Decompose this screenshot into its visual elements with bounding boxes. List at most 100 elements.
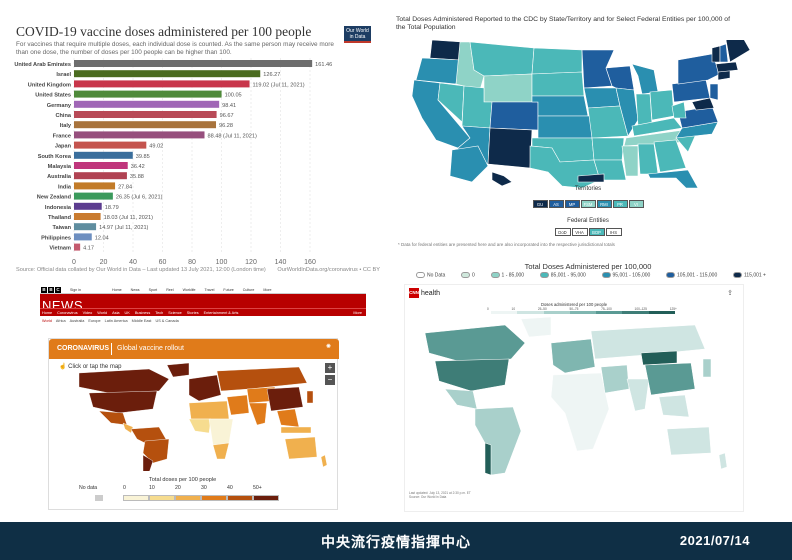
crumb-latin-america[interactable]: Latin America — [104, 319, 128, 323]
region-usa — [434, 358, 510, 392]
region-china — [266, 386, 304, 412]
bar[interactable] — [74, 131, 205, 139]
value-label: 18.79 — [105, 205, 119, 211]
topnav-future[interactable]: Future — [223, 288, 234, 292]
hand-pointer-icon: ☝ — [59, 364, 67, 370]
virus-icon: ✺ — [325, 344, 331, 350]
bar[interactable] — [74, 213, 101, 220]
territory-fsm[interactable]: FSM — [580, 200, 596, 208]
crumb-europe[interactable]: Europe — [88, 319, 101, 323]
subnav-coronavirus[interactable]: Coronavirus — [57, 311, 78, 315]
topnav-news[interactable]: News — [130, 288, 140, 292]
cdc-map-panel: Total Doses Administered Reported to the… — [392, 14, 784, 284]
territory-gu[interactable]: GU — [532, 200, 548, 208]
signin-link[interactable]: Sign in — [70, 288, 81, 292]
category-label: United Kingdom — [28, 82, 71, 88]
territory-rmi[interactable]: RMI — [596, 200, 612, 208]
territory-pr — [577, 173, 605, 183]
crumb-world[interactable]: World — [42, 319, 52, 323]
category-label: Taiwan — [52, 225, 71, 231]
territory-as[interactable]: AS — [548, 200, 564, 208]
category-label: Malaysia — [48, 164, 72, 170]
cdc-legend-title: Total Doses Administered per 100,000 — [524, 262, 652, 271]
subnav-science[interactable]: Science — [168, 311, 182, 315]
crumb-africa[interactable]: Africa — [55, 319, 66, 323]
state-ne — [531, 95, 589, 117]
subnav-business[interactable]: Business — [134, 311, 151, 315]
crumb-australia[interactable]: Australia — [69, 319, 85, 323]
topnav-home[interactable]: Home — [112, 288, 122, 292]
territories-row: GU AS MP FSM RMI PR VI — [392, 200, 784, 208]
bar[interactable] — [74, 182, 116, 190]
subnav-home[interactable]: Home — [42, 311, 53, 315]
bar[interactable] — [74, 172, 127, 180]
bar[interactable] — [74, 141, 147, 149]
subnav-asia[interactable]: Asia — [112, 311, 120, 315]
us-map[interactable] — [392, 40, 784, 188]
subnav-world[interactable]: World — [97, 311, 108, 315]
bar[interactable] — [74, 60, 313, 67]
value-label: 96.28 — [219, 123, 233, 129]
state-mi — [631, 63, 659, 95]
subnav-entertainment[interactable]: Entertainment & Arts — [203, 311, 239, 315]
bar[interactable] — [74, 100, 220, 108]
share-icon[interactable]: ⇪ — [727, 290, 733, 297]
federal-bop[interactable]: BOP — [588, 228, 605, 236]
value-label: 27.84 — [118, 184, 132, 190]
topnav-travel[interactable]: Travel — [204, 288, 215, 292]
bar[interactable] — [74, 233, 92, 241]
subnav-tech[interactable]: Tech — [155, 311, 164, 315]
subnav-video[interactable]: Video — [82, 311, 93, 315]
cnn-health-logo[interactable]: CNN health — [409, 288, 440, 298]
owid-chart-panel: COVID-19 vaccine doses administered per … — [8, 22, 384, 278]
topnav-sport[interactable]: Sport — [148, 288, 158, 292]
topnav-reel[interactable]: Reel — [166, 288, 174, 292]
topnav-worklife[interactable]: Worklife — [182, 288, 196, 292]
state-nj — [709, 83, 719, 101]
zoom-in-button[interactable]: + — [325, 363, 335, 373]
state-ak — [449, 145, 489, 183]
bar[interactable] — [74, 80, 250, 88]
territory-mp[interactable]: MP — [564, 200, 580, 208]
bar[interactable] — [74, 202, 102, 210]
cnn-tick: 75–100 — [601, 307, 612, 311]
world-vaccine-map[interactable] — [49, 361, 339, 471]
legend-40: 40 — [227, 485, 233, 491]
bar[interactable] — [74, 151, 133, 159]
state-ma — [715, 61, 739, 73]
federal-ihs[interactable]: IHS — [605, 228, 622, 236]
category-label: Germany — [47, 103, 72, 109]
cnn-tick: 125+ — [669, 307, 677, 311]
cnn-world-map[interactable] — [405, 313, 745, 489]
x-tick-label: 80 — [188, 259, 196, 266]
chart-source-link[interactable]: OurWorldInData.org/coronavirus • CC BY — [277, 267, 380, 273]
value-label: 14.97 (Jul 11, 2021) — [99, 225, 148, 231]
crumb-middle-east[interactable]: Middle East — [131, 319, 152, 323]
bar[interactable] — [74, 111, 217, 118]
region-central-america — [122, 422, 134, 434]
federal-dod[interactable]: DoD — [554, 228, 571, 236]
topnav-more[interactable]: More — [263, 288, 272, 292]
legend-item-1: 1 - 85,000 — [490, 272, 524, 278]
bar[interactable] — [74, 223, 97, 231]
bar[interactable] — [74, 192, 113, 200]
zoom-out-button[interactable]: − — [325, 375, 335, 385]
bar[interactable] — [74, 70, 261, 78]
bar[interactable] — [74, 243, 81, 251]
subnav-stories[interactable]: Stories — [186, 311, 199, 315]
subnav-uk[interactable]: UK — [124, 311, 130, 315]
bar[interactable] — [74, 162, 128, 169]
bar[interactable] — [74, 90, 222, 98]
territory-pr[interactable]: PR — [612, 200, 628, 208]
region-middle-east — [600, 364, 630, 394]
bar[interactable] — [74, 121, 217, 129]
topnav-culture[interactable]: Culture — [242, 288, 255, 292]
owid-logo[interactable]: Our World in Data — [344, 26, 371, 43]
federal-vha[interactable]: VHA — [571, 228, 588, 236]
state-fl — [647, 169, 699, 188]
value-label: 39.85 — [136, 154, 150, 160]
territory-vi[interactable]: VI — [628, 200, 644, 208]
subnav-more[interactable]: More — [353, 311, 362, 315]
crumb-us-canada[interactable]: US & Canada — [155, 319, 179, 323]
